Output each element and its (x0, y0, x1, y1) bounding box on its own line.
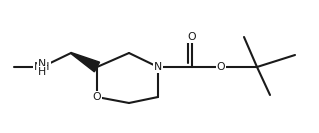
Text: N: N (154, 62, 162, 72)
Text: NH: NH (34, 62, 50, 72)
Text: H: H (38, 67, 46, 77)
Text: O: O (188, 32, 196, 42)
Text: O: O (93, 92, 101, 102)
Text: N: N (38, 59, 46, 69)
Text: O: O (217, 62, 225, 72)
Polygon shape (71, 53, 100, 72)
